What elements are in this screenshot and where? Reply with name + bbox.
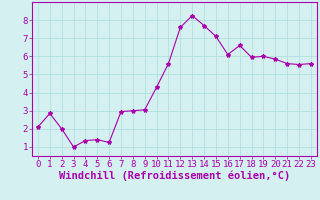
X-axis label: Windchill (Refroidissement éolien,°C): Windchill (Refroidissement éolien,°C): [59, 171, 290, 181]
